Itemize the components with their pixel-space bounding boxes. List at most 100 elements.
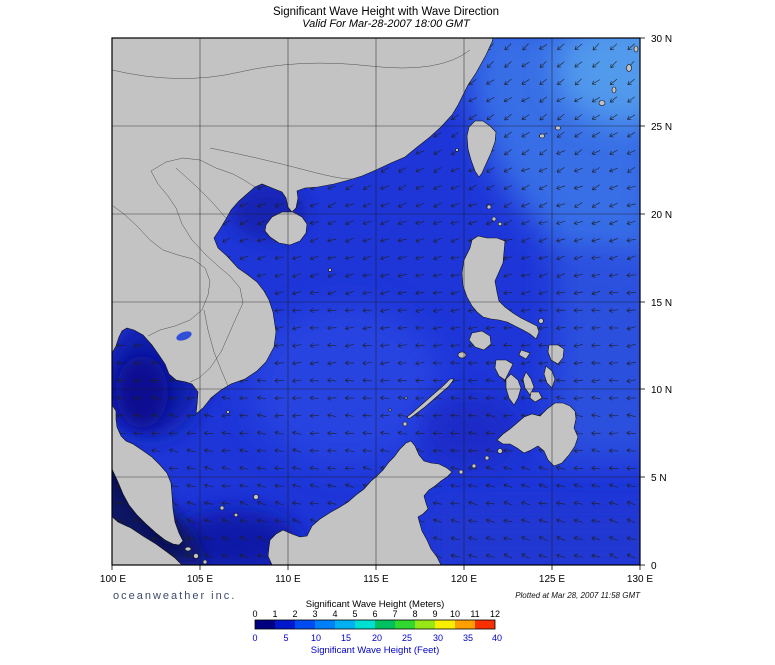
wave-arrow: [521, 535, 530, 541]
wave-arrow: [608, 395, 619, 401]
wave-arrow: [239, 518, 249, 524]
wave-arrow: [397, 273, 407, 278]
wave-arrow: [450, 553, 460, 559]
wave-arrow: [380, 325, 390, 331]
meters-tick: 2: [292, 609, 297, 619]
wave-arrow: [397, 290, 407, 296]
wave-arrow: [521, 132, 530, 138]
wave-arrow: [609, 149, 618, 155]
wave-arrow: [608, 431, 619, 436]
wave-arrow: [256, 273, 267, 278]
wave-arrow: [327, 202, 337, 208]
wave-arrow: [573, 238, 583, 243]
lon-label: 120 E: [451, 574, 477, 585]
landmass-mainland-asia: [112, 38, 494, 546]
wave-arrow: [573, 273, 583, 278]
wave-arrow: [450, 360, 460, 366]
wave-arrow: [380, 220, 390, 226]
wave-arrow: [627, 96, 635, 103]
wave-arrow: [521, 202, 530, 208]
meters-tick: 9: [432, 609, 437, 619]
wave-arrow: [415, 325, 425, 331]
wave-arrow: [608, 273, 619, 278]
wave-arrow: [362, 255, 372, 261]
wave-arrow: [327, 273, 337, 278]
wave-arrow: [450, 325, 460, 331]
wave-arrow: [380, 360, 390, 366]
wave-arrow: [133, 360, 143, 366]
wave-arrow: [327, 448, 337, 454]
wave-arrow: [591, 184, 600, 191]
lat-label: 20 N: [651, 210, 672, 221]
wave-arrow: [362, 238, 372, 243]
wave-arrow: [327, 237, 337, 243]
wave-arrow: [538, 202, 548, 208]
wave-arrow: [574, 131, 583, 138]
axis-labels: 100 E 105 E 110 E 115 E 120 E 125 E 130 …: [100, 34, 672, 585]
wave-arrow: [468, 536, 478, 541]
wave-arrow: [397, 413, 407, 418]
wave-arrow: [503, 167, 513, 173]
wave-arrow: [591, 395, 601, 401]
wave-arrow: [468, 430, 478, 436]
wave-arrow: [239, 553, 249, 559]
wave-arrow: [521, 465, 531, 471]
wave-arrow: [626, 448, 636, 454]
wave-arrow: [539, 78, 547, 86]
landmass-borneo: [267, 440, 453, 565]
wave-arrow: [626, 483, 636, 489]
wave-arrow: [327, 220, 337, 226]
wave-arrow: [133, 395, 143, 401]
wave-arrow: [520, 343, 531, 348]
wave-arrow: [573, 500, 583, 506]
wave-arrow: [557, 43, 565, 51]
meters-tick: 4: [332, 609, 337, 619]
wave-arrow: [415, 185, 425, 191]
wave-arrow: [327, 378, 337, 383]
wave-arrow: [521, 97, 530, 103]
wave-arrow: [485, 500, 495, 506]
wave-arrow: [292, 413, 302, 419]
wave-arrow: [521, 167, 531, 173]
wave-arrow: [204, 483, 214, 489]
wave-arrow: [309, 465, 319, 471]
colorbar-segment: [395, 620, 415, 629]
wave-arrow: [591, 150, 601, 155]
wave-arrow: [609, 167, 618, 173]
wave-arrow: [344, 465, 355, 471]
wave-arrow: [626, 360, 636, 366]
wave-arrow: [221, 448, 231, 454]
wave-arrow: [521, 220, 530, 226]
wave-arrow: [450, 220, 460, 226]
wave-arrow: [168, 430, 179, 436]
lon-label: 105 E: [187, 574, 213, 585]
wave-arrow: [626, 395, 636, 401]
wave-arrow: [538, 535, 548, 541]
wave-arrow: [626, 430, 636, 436]
island-hainan: [264, 211, 308, 246]
feet-tick: 20: [372, 633, 382, 643]
wave-arrow: [591, 96, 601, 103]
wave-arrow: [415, 273, 425, 278]
wave-arrow: [380, 308, 390, 313]
island-negros: [505, 373, 522, 406]
island-taiwan: [466, 120, 497, 178]
wave-arrow: [221, 430, 231, 436]
wave-arrow: [415, 202, 425, 208]
wave-arrow: [380, 395, 390, 401]
colorbar-segment: [375, 620, 395, 629]
colorbar-meters-label: Significant Wave Height (Meters): [306, 599, 445, 610]
wave-arrow: [520, 308, 531, 313]
wave-arrow: [151, 378, 161, 384]
wave-arrow: [309, 501, 319, 506]
lat-label: 30 N: [651, 34, 672, 45]
wave-arrow: [538, 290, 548, 296]
wave-arrow: [380, 185, 390, 191]
wave-arrow: [151, 430, 161, 436]
wave-arrow: [626, 237, 636, 243]
wave-arrow: [591, 500, 601, 506]
wave-arrow: [556, 255, 566, 261]
wave-arrow: [380, 343, 390, 348]
wave-arrow: [573, 185, 583, 190]
island-bohol: [529, 391, 543, 403]
